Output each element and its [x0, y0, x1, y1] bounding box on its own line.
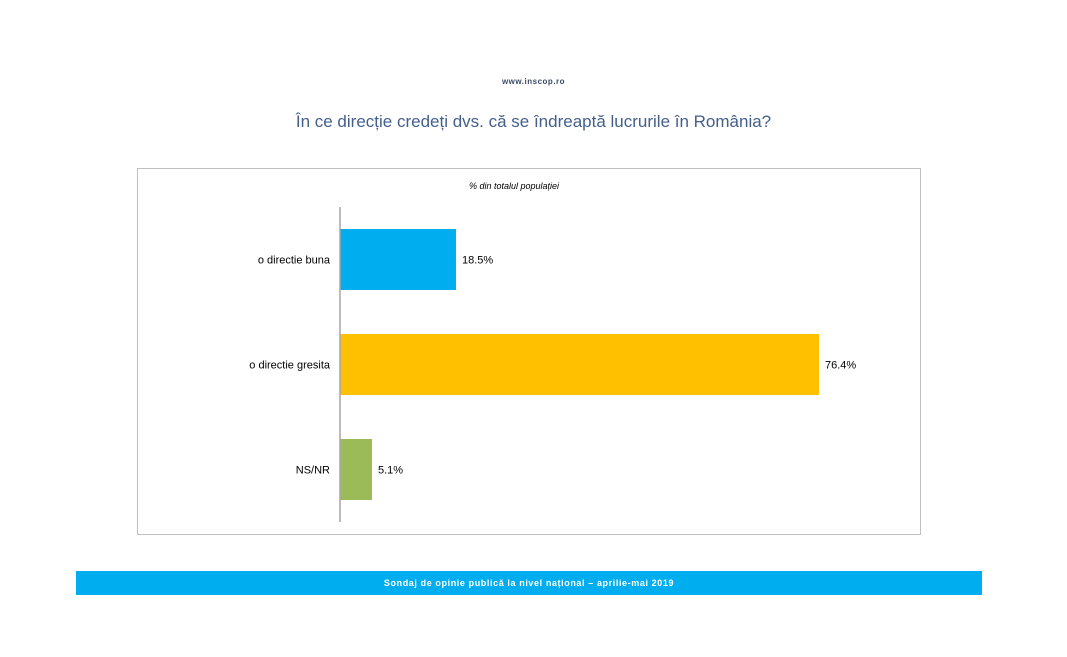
bar-chart: % din totalul populației o directie buna… — [249, 181, 856, 522]
chart-subtitle: % din totalul populației — [469, 181, 560, 191]
footer-banner: Sondaj de opinie publică la nivel națion… — [76, 571, 982, 595]
chart-question-title: În ce direcție credeți dvs. că se îndrea… — [295, 112, 772, 131]
value-label-1: 76.4% — [825, 360, 856, 372]
bar-0 — [340, 229, 456, 290]
category-label-2: NS/NR — [296, 465, 330, 477]
site-url[interactable]: www.inscop.ro — [501, 77, 566, 86]
chart-frame: % din totalul populației o directie buna… — [137, 168, 921, 535]
value-label-0: 18.5% — [462, 255, 493, 267]
category-label-0: o directie buna — [258, 255, 331, 267]
value-label-2: 5.1% — [378, 465, 403, 477]
bar-1 — [340, 334, 820, 395]
category-label-1: o directie gresita — [249, 360, 331, 372]
bar-2 — [340, 439, 372, 500]
